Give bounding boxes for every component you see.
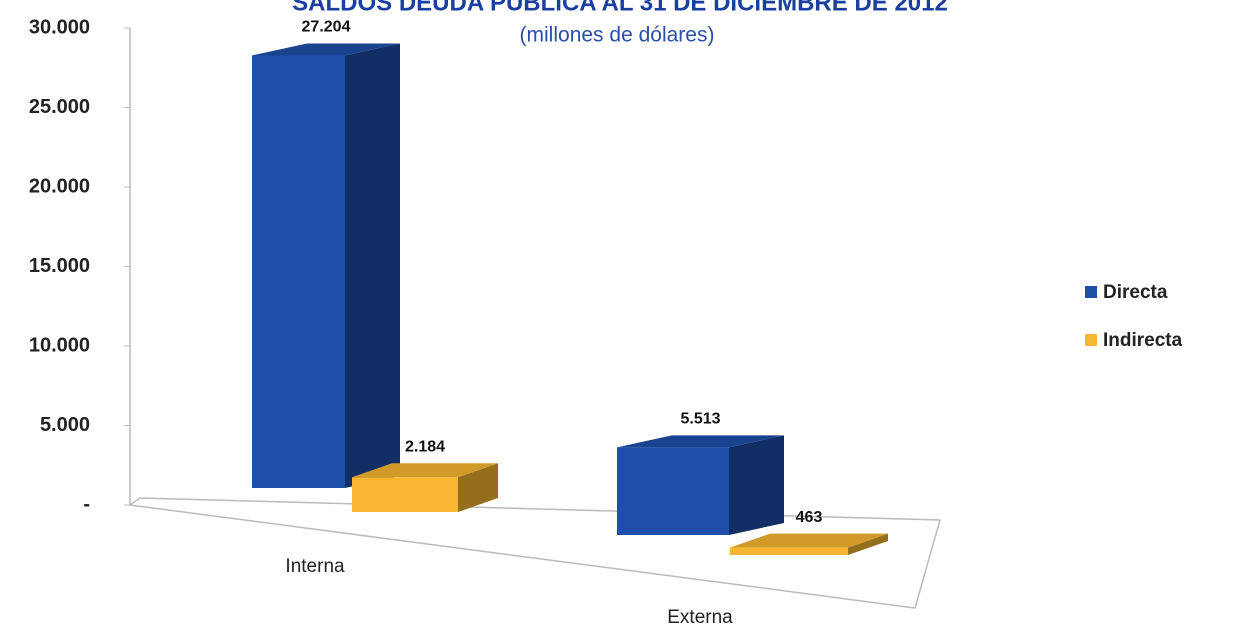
bar [730,547,848,555]
y-tick-label: - [83,493,90,515]
legend-swatch [1085,334,1097,346]
y-tick-label: 15.000 [29,255,90,277]
y-tick-label: 30.000 [29,16,90,38]
floor [127,497,941,609]
y-tick-label: 25.000 [29,96,90,118]
value-label: 5.513 [680,411,720,428]
bar-3d [352,463,498,512]
legend-label: Indirecta [1103,330,1183,351]
chart-title: SALDOS DEUDA PÚBLICA AL 31 DE DICIEMBRE … [292,0,948,16]
bar-side [729,435,784,535]
y-tick-label: 20.000 [29,175,90,197]
bar-3d [730,533,888,555]
bar-top [730,533,888,548]
x-tick-label: Externa [667,607,733,628]
bar [617,447,729,535]
bar-3d [252,43,400,489]
legend-label: Directa [1103,282,1168,303]
bar-side [345,43,400,489]
bar [352,477,458,512]
bar-top [252,43,400,56]
bar-top [617,435,784,448]
legend-swatch [1085,286,1097,298]
value-label: 27.204 [302,19,351,36]
value-label: 2.184 [405,438,445,455]
bar [252,55,345,489]
value-label: 463 [796,509,823,526]
bar-top [352,463,498,478]
y-tick-label: 5.000 [40,414,90,436]
bar-side [848,533,888,555]
chart-subtitle: (millones de dólares) [520,24,715,47]
y-tick-label: 10.000 [29,334,90,356]
bar-side [458,463,498,512]
x-tick-label: Interna [285,556,345,577]
bar-3d [617,435,784,535]
